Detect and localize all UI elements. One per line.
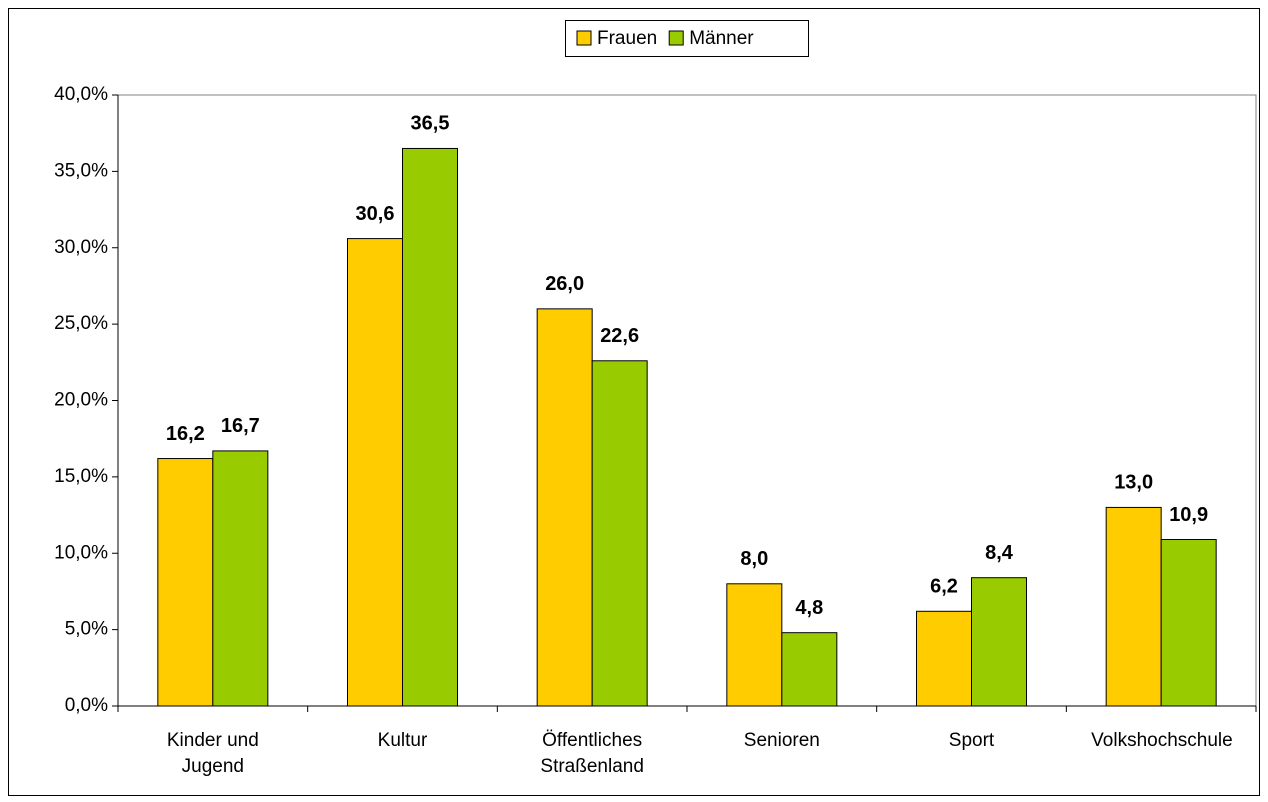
x-tick-label: Kinder und Jugend — [166, 730, 259, 777]
bar — [402, 147, 458, 707]
bar — [157, 458, 214, 707]
bar — [536, 308, 593, 707]
data-label: 6,2 — [930, 576, 958, 598]
data-label: 13,0 — [1114, 472, 1153, 494]
x-tick-label: Volkshochschule — [1091, 730, 1233, 751]
bar — [212, 450, 269, 707]
bar — [781, 632, 838, 707]
x-tick-label: Öffentliches Straßenland — [540, 730, 644, 777]
bar — [591, 360, 648, 707]
y-tick-label: 15,0% — [54, 466, 108, 487]
y-tick-label: 10,0% — [54, 542, 108, 563]
x-tick-label: Kultur — [377, 730, 428, 751]
y-tick-label: 30,0% — [54, 237, 108, 258]
legend-swatch — [668, 30, 684, 46]
legend-label: Frauen — [597, 28, 657, 49]
data-label: 16,2 — [166, 423, 205, 445]
y-tick-label: 35,0% — [54, 160, 108, 181]
data-label: 16,7 — [221, 415, 260, 437]
y-tick-label: 0,0% — [65, 695, 108, 716]
data-label: 10,9 — [1169, 504, 1208, 526]
legend-swatch — [576, 30, 592, 46]
data-label: 22,6 — [600, 325, 639, 347]
legend-box — [565, 20, 809, 57]
y-tick-label: 5,0% — [65, 619, 108, 640]
bar — [347, 238, 403, 707]
x-tick-label: Sport — [948, 730, 995, 751]
bar — [1160, 539, 1217, 707]
data-label: 26,0 — [545, 273, 584, 295]
bar — [916, 610, 972, 707]
x-tick-label: Senioren — [743, 730, 820, 751]
plot-area — [117, 94, 1257, 707]
bar — [726, 583, 783, 707]
data-label: 8,0 — [740, 548, 768, 570]
data-label: 30,6 — [356, 203, 395, 225]
data-label: 4,8 — [795, 597, 823, 619]
y-tick-label: 40,0% — [54, 84, 108, 105]
y-tick-label: 25,0% — [54, 313, 108, 334]
legend-label: Männer — [689, 28, 754, 49]
bar — [971, 577, 1027, 707]
data-label: 8,4 — [985, 542, 1014, 564]
data-label: 36,5 — [411, 113, 450, 135]
bar — [1105, 506, 1162, 707]
y-tick-label: 20,0% — [54, 390, 108, 411]
